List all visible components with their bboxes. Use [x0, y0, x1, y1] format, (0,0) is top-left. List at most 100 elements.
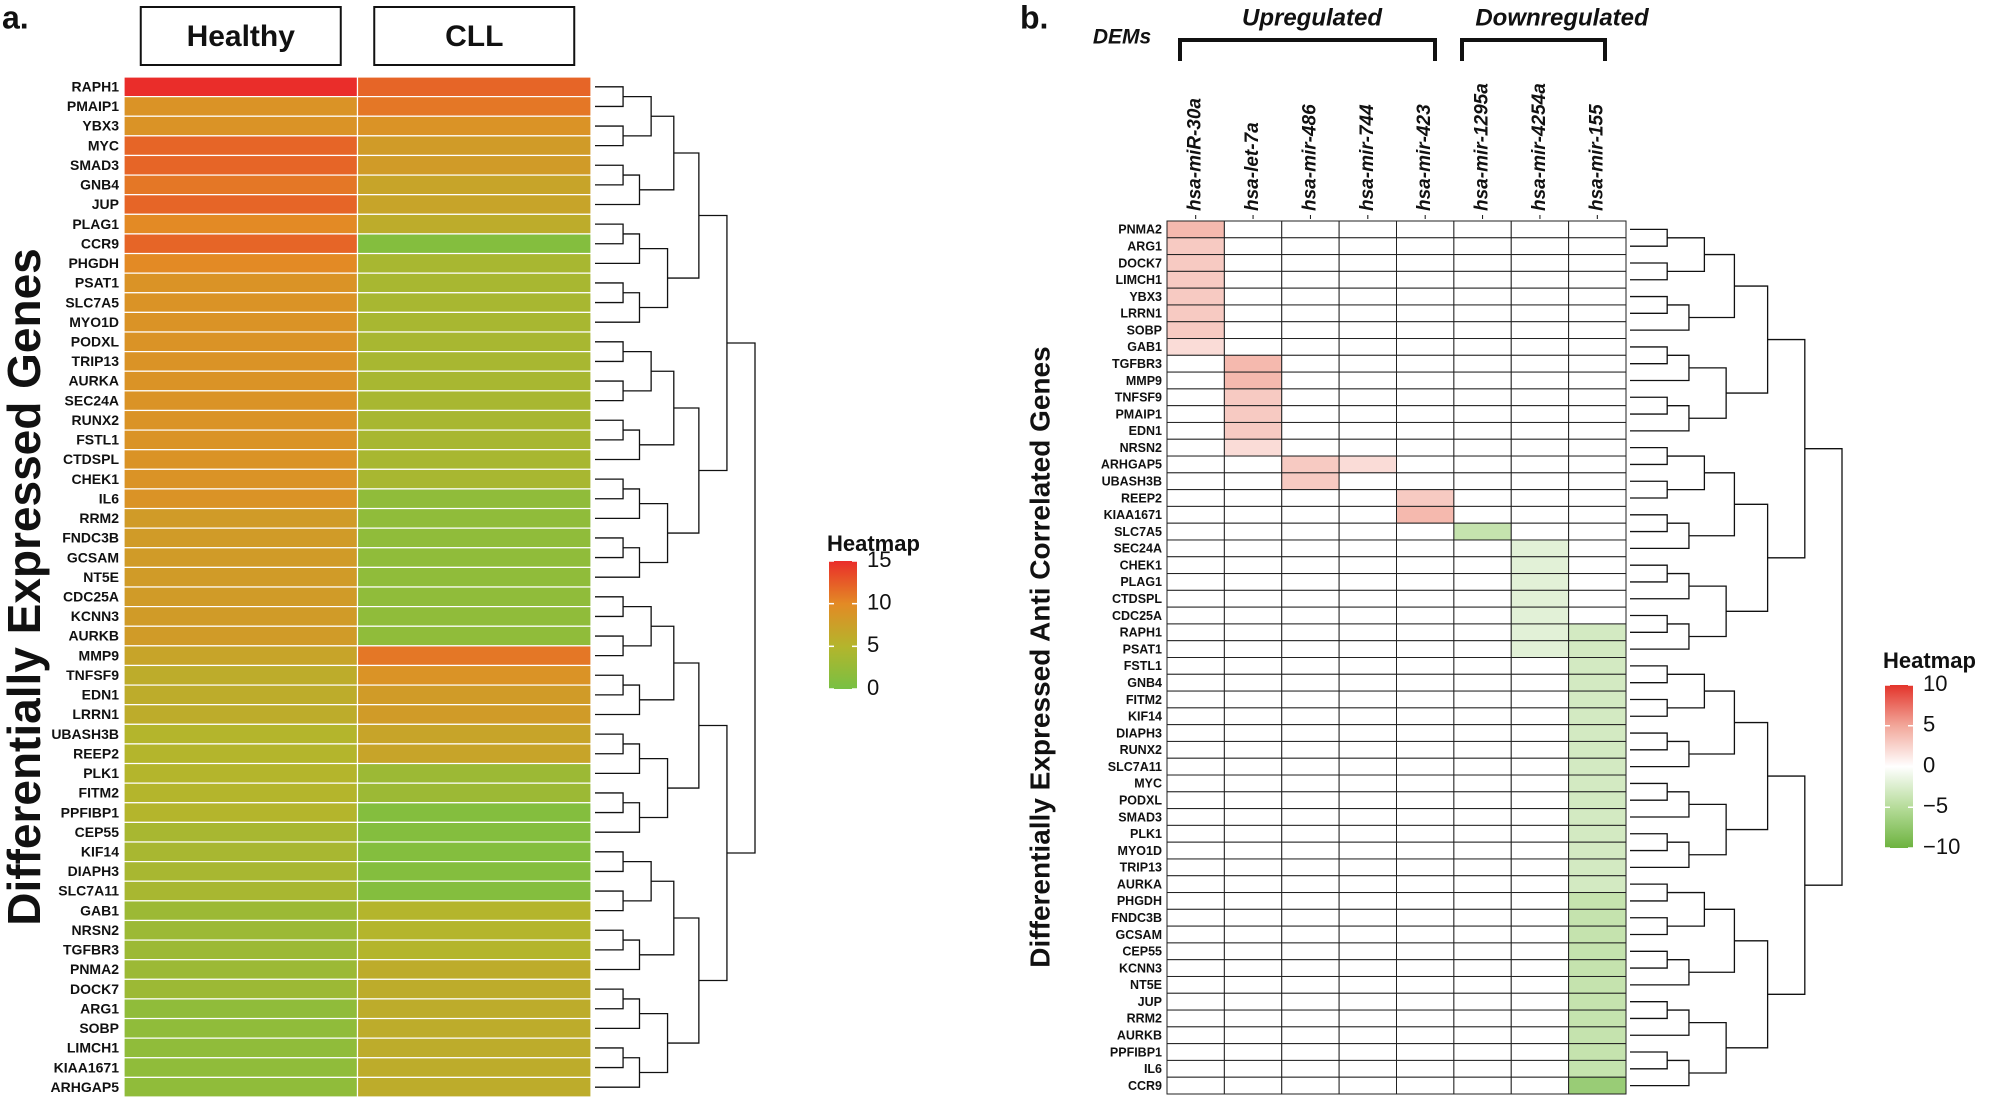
heatmap-cell [1510, 522, 1570, 541]
row-label: TGFBR3 [1112, 357, 1162, 371]
heatmap-cell [1396, 438, 1455, 457]
heatmap-cell [1166, 707, 1225, 726]
heatmap-cell [1281, 1059, 1340, 1078]
heatmap-cell [123, 998, 359, 1020]
heatmap-cell [356, 115, 592, 137]
heatmap-cell [1396, 757, 1455, 776]
row-label: RAPH1 [72, 79, 120, 95]
heatmap-cell [1281, 740, 1340, 759]
heatmap-cell [123, 390, 359, 412]
column-label: hsa-let-7a [1242, 122, 1263, 211]
column-label: hsa-mir-744 [1357, 104, 1378, 211]
annotation: DEMs [1093, 26, 1151, 49]
dendrogram-branch [1726, 721, 1769, 831]
heatmap-cell [1338, 690, 1397, 709]
heatmap-cell [1568, 438, 1627, 457]
heatmap-cell [356, 723, 592, 745]
heatmap-cell [1396, 505, 1455, 524]
heatmap-cell [123, 76, 359, 98]
dendrogram-branch [1630, 1001, 1668, 1020]
heatmap-cell [1338, 774, 1397, 793]
heatmap-cell [356, 645, 592, 667]
heatmap-cell [1396, 421, 1455, 440]
row-label: CTDSPL [1112, 592, 1162, 606]
row-label: CHEK1 [72, 471, 120, 487]
heatmap-cell [356, 919, 592, 941]
heatmap-cell [1396, 724, 1455, 742]
heatmap-cell [1166, 489, 1225, 507]
heatmap-cell [1568, 791, 1627, 810]
heatmap-cell [1166, 657, 1225, 675]
heatmap-cell [1510, 942, 1570, 961]
heatmap-cell [1396, 992, 1455, 1011]
heatmap-cell [356, 998, 592, 1020]
row-label: RUNX2 [72, 412, 120, 428]
row-label: MYC [1134, 777, 1162, 791]
heatmap-cell [1223, 1009, 1283, 1028]
heatmap-cell [1568, 824, 1627, 843]
heatmap-cell [1510, 791, 1570, 810]
row-label: CTDSPL [63, 451, 119, 467]
heatmap-cell [1568, 707, 1627, 726]
heatmap-cell [1281, 589, 1340, 608]
heatmap-cell [1568, 405, 1627, 423]
heatmap-cell [1281, 338, 1340, 356]
heatmap-cell [1396, 892, 1455, 910]
column-label: hsa-mir-486 [1299, 104, 1320, 211]
row-label: NT5E [1130, 978, 1162, 992]
heatmap-cell [1568, 1059, 1627, 1078]
heatmap-cell [1568, 657, 1627, 675]
heatmap-cell [123, 449, 359, 470]
heatmap-cell [356, 1017, 592, 1039]
dendrogram-branch [1630, 446, 1668, 466]
heatmap-cell [356, 449, 592, 470]
heatmap-cell [1223, 354, 1283, 373]
dendrogram-branch [639, 115, 675, 191]
heatmap-cell [1338, 791, 1397, 810]
heatmap-cell [1166, 254, 1225, 272]
heatmap-cell [1396, 455, 1455, 474]
legend-tick-label: 0 [867, 675, 879, 700]
dendrogram-branch [1630, 841, 1690, 869]
heatmap-cell [1510, 573, 1570, 591]
heatmap-cell [1396, 539, 1455, 558]
heatmap-cell [123, 762, 359, 784]
heatmap-cell [1568, 858, 1627, 877]
heatmap-cell [1453, 539, 1512, 558]
heatmap-cell [1453, 388, 1512, 407]
heatmap-cell [356, 1057, 592, 1078]
heatmap-cell [1166, 640, 1225, 659]
row-label: GAB1 [80, 902, 119, 918]
row-label: TNFSF9 [1115, 391, 1162, 405]
heatmap-cell [1281, 640, 1340, 659]
dendrogram-branch [1630, 295, 1668, 314]
heatmap-cell [1568, 623, 1627, 642]
heatmap-cell [1223, 774, 1283, 793]
heatmap-cell [1281, 388, 1340, 407]
heatmap-cell [123, 174, 359, 196]
heatmap-cell [1338, 371, 1397, 390]
heatmap-cell [123, 115, 359, 137]
dendrogram-branch [1630, 623, 1690, 650]
dendrogram-branch [595, 596, 624, 618]
row-label: PMAIP1 [67, 98, 119, 114]
heatmap-cell [1166, 321, 1225, 340]
heatmap-cell [123, 351, 359, 372]
heatmap-cell [1338, 740, 1397, 759]
heatmap-cell [123, 939, 359, 961]
heatmap-cell [1510, 925, 1570, 944]
dendrogram-branch [1767, 775, 1806, 995]
dendrogram-branch [595, 547, 641, 578]
row-label: UBASH3B [51, 726, 119, 742]
heatmap-cell [1281, 1043, 1340, 1061]
heatmap-cell [1338, 1076, 1397, 1095]
heatmap-cell [1338, 1026, 1397, 1045]
heatmap-cell [1166, 455, 1225, 474]
row-label: JUP [92, 196, 119, 212]
heatmap-cell [1281, 690, 1340, 709]
row-label: SLC7A5 [65, 294, 119, 310]
row-label: PPFIBP1 [1110, 1045, 1162, 1059]
heatmap-cell [356, 252, 592, 274]
dendrogram-branch [698, 214, 728, 472]
heatmap-cell [1281, 774, 1340, 793]
